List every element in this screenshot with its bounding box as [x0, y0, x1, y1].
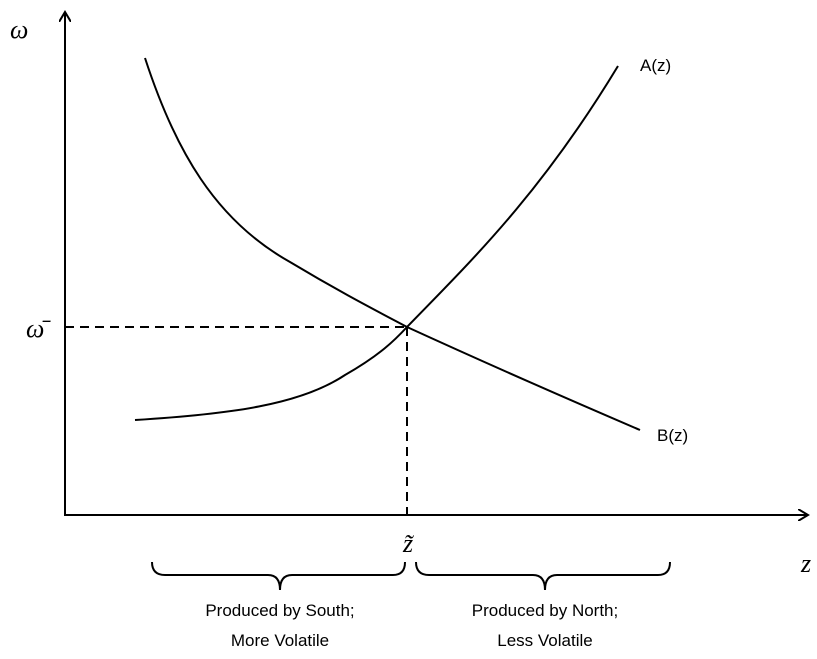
region-text: More Volatile: [231, 631, 329, 650]
region-text: Produced by South;: [205, 601, 354, 620]
omega-bar-label: ω̄: [26, 314, 51, 343]
z-tilde-label: z̃: [402, 529, 415, 558]
curve-b: [144, 57, 641, 431]
region-text: Less Volatile: [497, 631, 592, 650]
region-text: Produced by North;: [472, 601, 618, 620]
x-axis-label: z: [800, 549, 811, 578]
curve-b-label: B(z): [657, 426, 688, 445]
curve-a-label: A(z): [640, 56, 671, 75]
bracket-north: [415, 561, 671, 591]
curve-a: [134, 65, 619, 421]
y-axis-label: ω: [10, 15, 28, 44]
bracket-south: [151, 561, 406, 591]
